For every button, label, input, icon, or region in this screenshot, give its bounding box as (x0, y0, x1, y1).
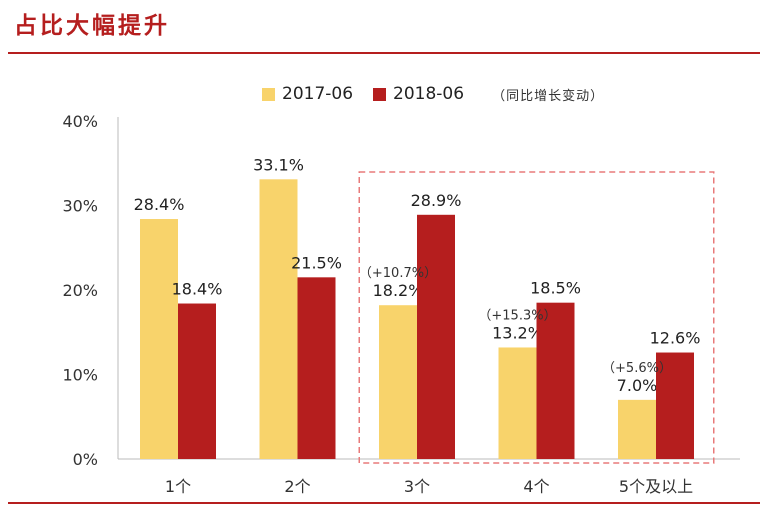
data-label-2018: 28.9% (411, 191, 462, 210)
x-tick-label: 4个 (523, 477, 549, 496)
data-label-2017: 33.1% (253, 155, 304, 174)
legend-label-2017: 2017-06 (282, 84, 354, 104)
top-divider (8, 52, 760, 54)
change-annotation: （+15.3%） (478, 308, 556, 323)
change-annotation: （+5.6%） (602, 361, 672, 376)
data-label-2018: 18.4% (172, 280, 223, 299)
data-label-2018: 12.6% (650, 329, 701, 348)
bar-2018 (656, 352, 694, 459)
x-tick-label: 2个 (284, 477, 310, 496)
y-tick-label: 30% (62, 197, 98, 216)
legend-item-2017: 2017-06 (262, 84, 353, 104)
data-label-2017: 28.4% (134, 195, 185, 214)
bar-2018 (536, 302, 575, 459)
y-tick-label: 10% (62, 366, 98, 385)
bar-2017 (140, 219, 178, 459)
bar-2017 (498, 347, 537, 459)
data-label-2018: 18.5% (530, 279, 581, 298)
bar-2018 (297, 277, 336, 459)
data-label-2017: 13.2% (492, 323, 543, 342)
y-tick-label: 40% (62, 112, 98, 131)
bar-2017 (259, 179, 298, 459)
data-label-2017: 7.0% (617, 376, 658, 395)
legend: 2017-06 2018-06 （同比增长变动） (262, 84, 604, 104)
legend-swatch-2018 (373, 87, 387, 101)
legend-item-2018: 2018-06 (373, 84, 464, 104)
change-annotation: （+10.7%） (359, 266, 437, 281)
bar-2017 (618, 399, 656, 459)
y-tick-label: 0% (73, 450, 98, 469)
highlight-box (358, 171, 715, 464)
legend-label-2018: 2018-06 (393, 84, 465, 104)
x-tick-label: 1个 (165, 477, 191, 496)
bar-2018 (417, 214, 455, 459)
bar-2018 (178, 303, 216, 459)
data-label-2017: 18.2% (373, 281, 424, 300)
chart-heading: 占比大幅提升 (14, 12, 170, 39)
bar-2017 (379, 305, 417, 459)
y-tick-label: 20% (62, 281, 98, 300)
legend-swatch-2017 (262, 87, 275, 101)
data-label-2018: 21.5% (291, 253, 342, 272)
x-tick-label: 3个 (404, 477, 430, 496)
x-tick-label: 5个及以上 (619, 477, 693, 496)
legend-note: （同比增长变动） (492, 88, 605, 104)
bottom-divider (8, 502, 760, 504)
